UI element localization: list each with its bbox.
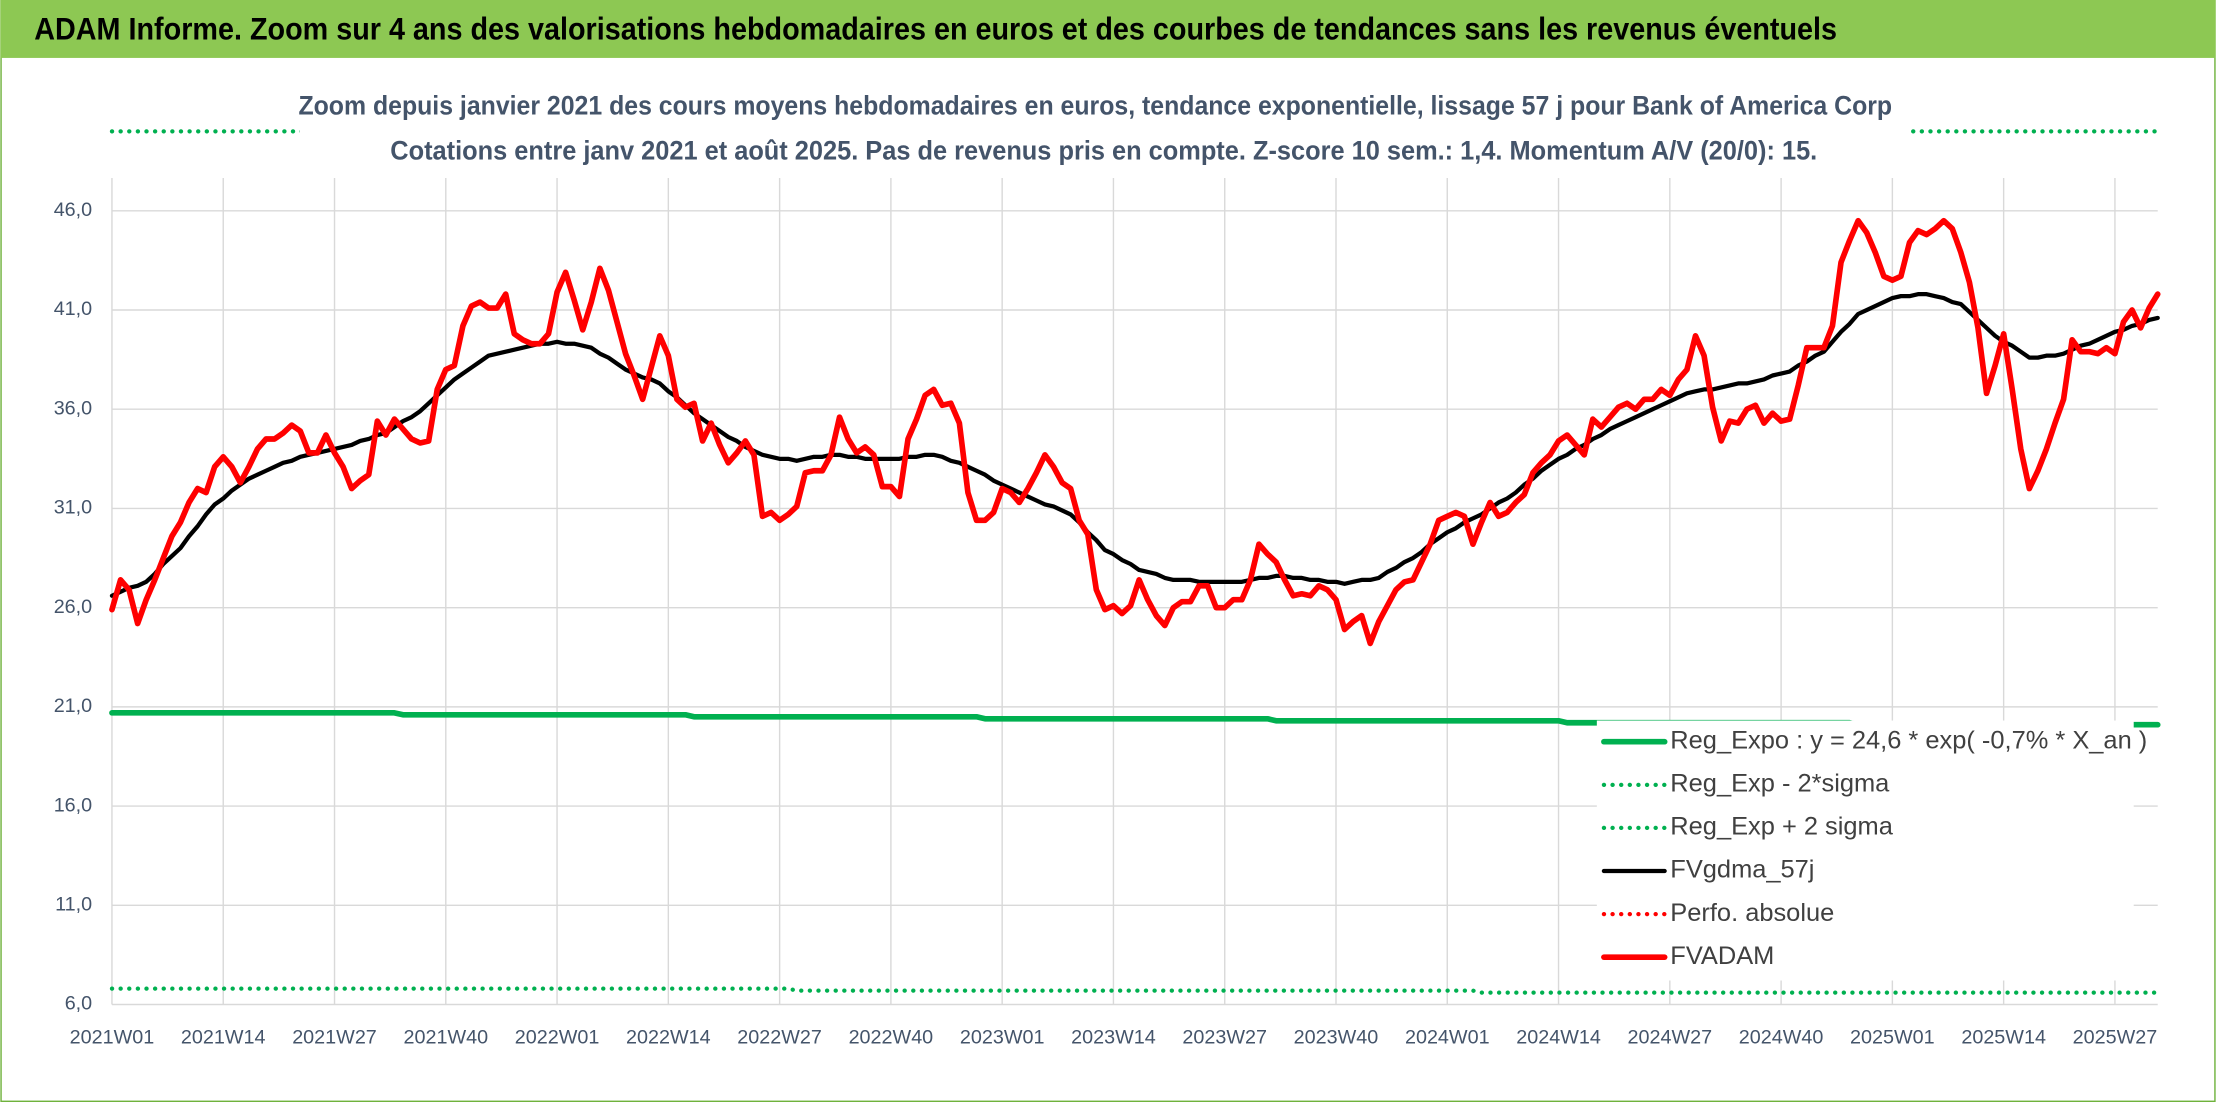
x-tick-label: 2022W40 (849, 1027, 934, 1049)
legend: Reg_Expo : y = 24,6 * exp( -0,7% * X_an … (1596, 720, 2147, 981)
x-tick-label: 2024W40 (1739, 1027, 1824, 1049)
y-tick-label: 36,0 (54, 397, 92, 419)
x-tick-label: 2024W14 (1516, 1027, 1601, 1049)
series-line (109, 292, 2160, 598)
x-tick-label: 2024W01 (1405, 1027, 1490, 1049)
x-tick-label: 2021W14 (181, 1027, 266, 1049)
subtitle-line: Cotations entre janv 2021 et août 2025. … (390, 136, 1817, 166)
y-tick-label: 11,0 (55, 894, 92, 916)
x-tick-label: 2024W27 (1628, 1027, 1713, 1049)
x-tick-label: 2025W14 (1961, 1027, 2046, 1049)
y-tick-label: 26,0 (54, 596, 92, 618)
y-tick-label: 16,0 (54, 794, 92, 816)
x-tick-label: 2025W27 (2073, 1027, 2158, 1049)
x-tick-label: 2025W01 (1850, 1027, 1935, 1049)
y-tick-label: 6,0 (65, 993, 92, 1015)
subtitle-line: Zoom depuis janvier 2021 des cours moyen… (298, 90, 1892, 120)
series-line (109, 986, 2160, 995)
x-tick-label: 2022W14 (626, 1027, 711, 1049)
series-line (109, 217, 2161, 647)
y-tick-label: 21,0 (54, 695, 92, 717)
x-tick-label: 2023W40 (1294, 1027, 1379, 1049)
x-tick-label: 2023W27 (1182, 1027, 1267, 1049)
x-tick-label: 2021W01 (70, 1027, 155, 1049)
x-tick-label: 2023W14 (1071, 1027, 1156, 1049)
y-tick-label: 41,0 (54, 298, 92, 320)
legend-label: FVgdma_57j (1670, 856, 1814, 884)
header-title: ADAM Informe. Zoom sur 4 ans des valoris… (34, 11, 1837, 46)
x-tick-label: 2021W40 (403, 1027, 488, 1049)
legend-label: Perfo. absolue (1670, 899, 1834, 927)
legend-label: FVADAM (1670, 942, 1774, 970)
subtitle-block: Zoom depuis janvier 2021 des cours moyen… (298, 79, 1911, 176)
y-tick-label: 46,0 (54, 199, 92, 221)
legend-label: Reg_Exp + 2 sigma (1670, 813, 1893, 841)
y-tick-label: 31,0 (54, 497, 92, 519)
legend-background (1596, 720, 2134, 981)
x-tick-label: 2023W01 (960, 1027, 1045, 1049)
legend-label: Reg_Exp - 2*sigma (1670, 770, 1890, 798)
legend-label: Reg_Expo : y = 24,6 * exp( -0,7% * X_an … (1670, 726, 2147, 754)
x-tick-label: 2021W27 (292, 1027, 377, 1049)
x-tick-label: 2022W01 (515, 1027, 600, 1049)
subtitle-background (299, 79, 1911, 176)
x-tick-label: 2022W27 (737, 1027, 822, 1049)
header-bar (0, 0, 2216, 58)
